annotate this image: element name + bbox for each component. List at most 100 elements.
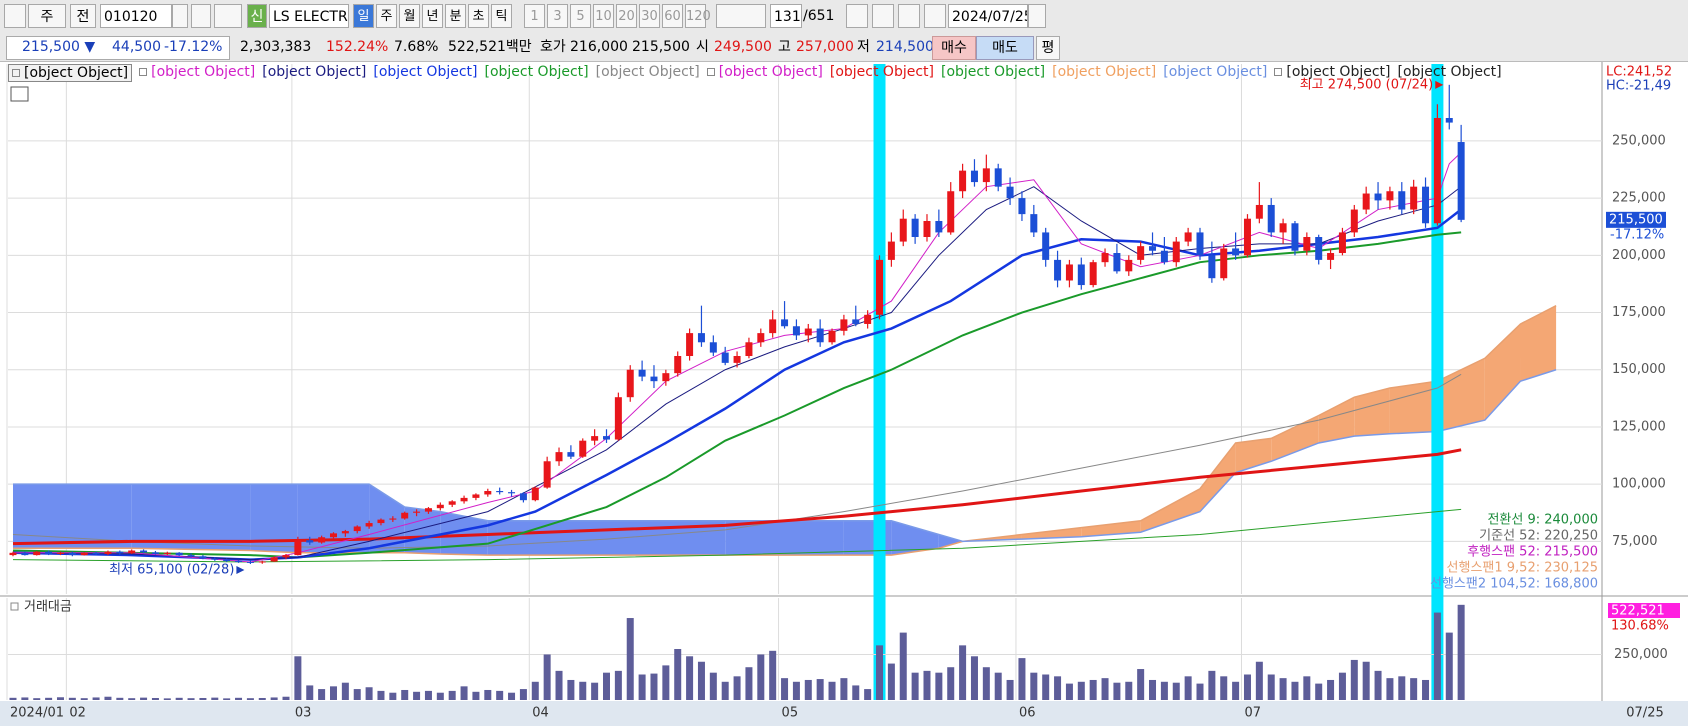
- candle-body: [911, 218, 919, 238]
- candle-body: [638, 369, 646, 377]
- candle-body: [199, 556, 207, 559]
- candle-body: [1220, 248, 1228, 279]
- candle-body: [1089, 262, 1097, 286]
- candle-body: [92, 552, 100, 554]
- x-tick-label: 02: [69, 706, 86, 721]
- cloud: [131, 484, 251, 551]
- change: 44,500: [112, 39, 161, 55]
- sell-button[interactable]: 매도: [976, 36, 1034, 60]
- interval-tab[interactable]: 60: [662, 4, 683, 28]
- ichimoku-summary: 선행스팬1 9,52: 230,125: [1447, 560, 1598, 576]
- volume-bar: [757, 654, 765, 700]
- avg-button[interactable]: 평: [1036, 36, 1060, 60]
- candle-body: [1243, 218, 1251, 256]
- settings-icon[interactable]: [924, 4, 946, 28]
- candle-body: [1196, 232, 1204, 256]
- legend-item: [object Object]: [484, 64, 589, 80]
- volume-bar: [686, 656, 694, 700]
- volume-bar: [697, 661, 705, 700]
- period-tab[interactable]: 초: [468, 4, 489, 28]
- volume-bar: [246, 698, 254, 700]
- cloud: [1318, 397, 1355, 443]
- volume-bar: [1077, 681, 1085, 700]
- period-tab[interactable]: 일: [353, 4, 374, 28]
- candle-body: [1422, 186, 1430, 224]
- calendar-icon[interactable]: [1028, 4, 1046, 28]
- volume-bar: [1220, 676, 1228, 700]
- interval-select[interactable]: [716, 4, 766, 28]
- candle-body: [472, 494, 480, 498]
- period-tab[interactable]: 월: [399, 4, 420, 28]
- open-label: 시: [696, 39, 709, 55]
- volume-bar: [626, 618, 634, 700]
- volume-bar: [603, 672, 610, 700]
- volume-bar: [9, 697, 17, 700]
- bid-label: 호가: [540, 39, 566, 55]
- volume-bar: [1445, 632, 1453, 700]
- candle-body: [781, 319, 789, 327]
- volume-bar: [1291, 681, 1299, 700]
- volume-last-box: [1608, 603, 1680, 618]
- moving-average: [12, 208, 1462, 561]
- code-dropdown[interactable]: [172, 4, 188, 28]
- candle-body: [68, 552, 76, 556]
- candle-body: [306, 540, 314, 543]
- candle-body: [365, 523, 373, 527]
- interval-tab[interactable]: 1: [524, 4, 545, 28]
- volume-bar: [1018, 658, 1026, 700]
- period-tab[interactable]: 년: [422, 4, 443, 28]
- candle-body: [1338, 232, 1346, 254]
- candle-body: [1006, 186, 1014, 199]
- tool-icon[interactable]: [872, 4, 894, 28]
- market-select[interactable]: 주: [28, 4, 66, 28]
- volume-bar: [1303, 676, 1311, 700]
- volume-bar: [674, 649, 682, 700]
- code-input[interactable]: 010120: [100, 4, 172, 28]
- candle-body: [104, 551, 112, 554]
- candle-body: [80, 552, 88, 556]
- buy-button[interactable]: 매수: [932, 36, 976, 60]
- date-input[interactable]: 2024/07/25: [948, 4, 1028, 28]
- volume-bar: [223, 698, 231, 700]
- interval-tab[interactable]: 10: [593, 4, 614, 28]
- save-icon[interactable]: [898, 4, 920, 28]
- volume-bar: [151, 697, 159, 700]
- candle-body: [424, 508, 432, 512]
- candle-body: [1172, 241, 1180, 263]
- last-price-box: [1606, 211, 1666, 228]
- volume-bar: [864, 689, 872, 700]
- candle-body: [21, 552, 29, 556]
- count-input[interactable]: 131: [770, 4, 802, 28]
- candle-body: [994, 168, 1002, 187]
- volume-bar: [911, 672, 919, 700]
- last-price-pct: -17.12%: [1610, 227, 1664, 242]
- volume-bar: [1065, 683, 1073, 700]
- volume-bar: [804, 679, 812, 700]
- period-tab[interactable]: 주: [376, 4, 397, 28]
- cloud: [938, 534, 963, 549]
- interval-tab[interactable]: 20: [616, 4, 637, 28]
- period-tab[interactable]: 분: [445, 4, 466, 28]
- volume-bar: [436, 692, 444, 700]
- candle-body: [1386, 191, 1394, 201]
- candle-body: [697, 333, 705, 343]
- interval-tab[interactable]: 120: [685, 4, 711, 28]
- interval-tab[interactable]: 30: [639, 4, 660, 28]
- volume-bar: [614, 670, 622, 700]
- sound-button[interactable]: [214, 4, 242, 28]
- volume-bar: [769, 650, 777, 700]
- menu-icon[interactable]: [4, 4, 26, 28]
- search-button[interactable]: [191, 4, 211, 28]
- volume-bar: [1267, 674, 1275, 700]
- interval-tab[interactable]: 3: [547, 4, 568, 28]
- scope-button[interactable]: 전: [70, 4, 96, 28]
- period-tab[interactable]: 틱: [491, 4, 512, 28]
- interval-tab[interactable]: 5: [570, 4, 591, 28]
- candle-body: [1101, 253, 1109, 263]
- tool-icon[interactable]: [846, 4, 868, 28]
- legend-item: [object Object]: [262, 64, 367, 80]
- legend-item: [object Object]: [1397, 64, 1502, 80]
- cloud: [1484, 323, 1521, 421]
- cloud: [487, 520, 607, 556]
- candle-body: [721, 352, 729, 363]
